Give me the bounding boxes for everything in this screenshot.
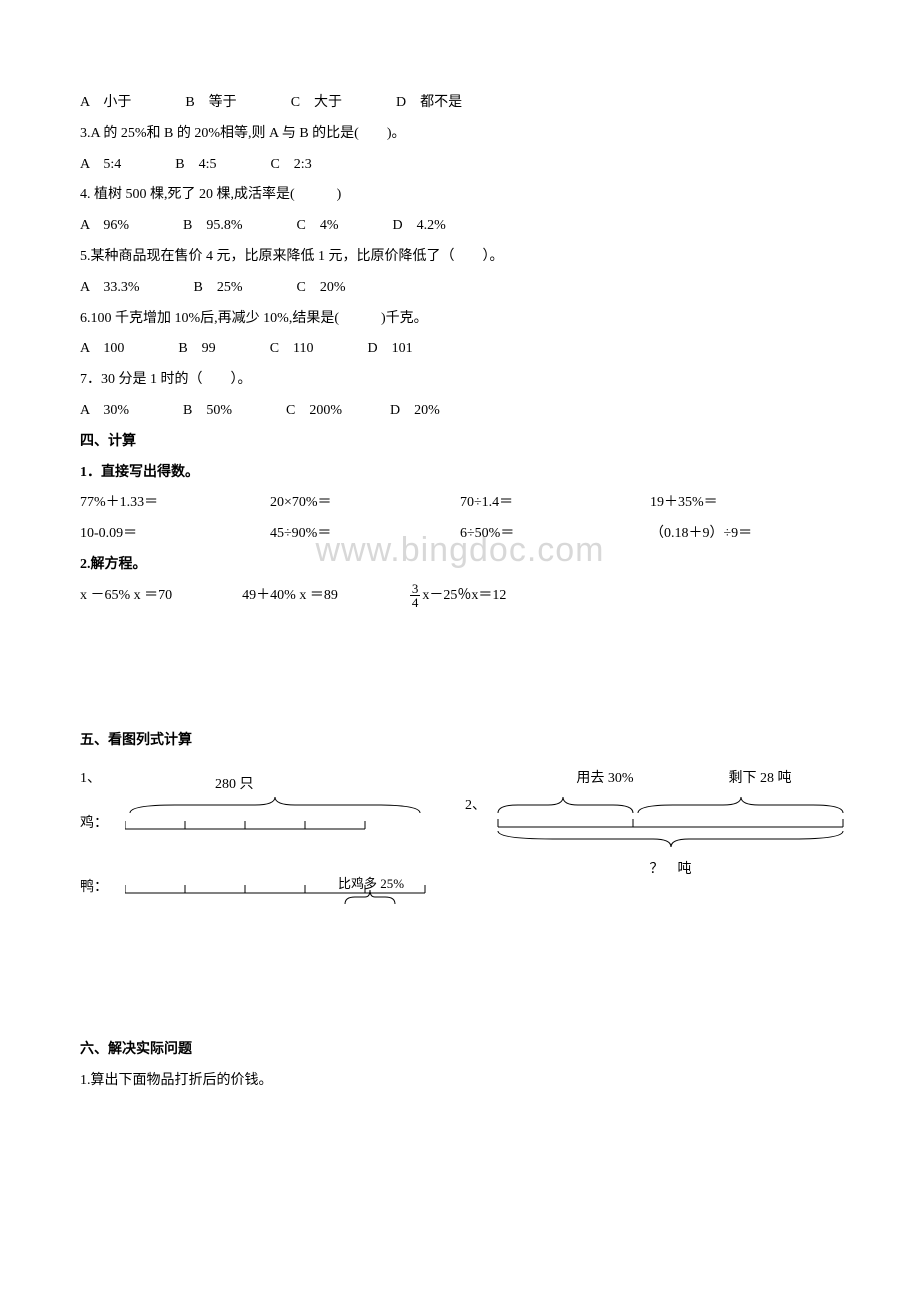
option: C 2:3 — [270, 150, 311, 181]
section-4-title: 四、计算 — [80, 427, 840, 458]
eq-item: 3 4 x－25％x＝12 — [408, 581, 507, 612]
calc-item: 77%＋1.33＝ — [80, 488, 270, 519]
diag1-chicken-label: 鸡： — [80, 817, 125, 831]
option: B 99 — [178, 334, 215, 365]
calc-item: 45÷90%＝ — [270, 519, 460, 550]
q3-text: 3.A 的 25%和 B 的 20%相等,则 A 与 B 的比是( )。 — [80, 119, 840, 150]
section-6-title: 六、解决实际问题 — [80, 1035, 840, 1066]
q3-options: A 5:4 B 4:5 C 2:3 — [80, 150, 840, 181]
option: C 4% — [297, 211, 339, 242]
diag1-label-280: 280 只 — [215, 770, 254, 801]
option: A 30% — [80, 396, 129, 427]
calc-item: 19＋35%＝ — [650, 488, 840, 519]
q7-text: 7．30 分是 1 时的（ ）。 — [80, 365, 840, 396]
calc-row-1: 77%＋1.33＝ 20×70%＝ 70÷1.4＝ 19＋35%＝ — [80, 488, 840, 519]
diag2-question: ？ 吨 — [493, 855, 848, 886]
option: C 20% — [297, 273, 346, 304]
q7-options: A 30% B 50% C 200% D 20% — [80, 396, 840, 427]
q2-options: A 小于 B 等于 C 大于 D 都不是 — [80, 88, 840, 119]
diagram-1: 1、 280 只 鸡： 比鸡多 25% 鸭： — [80, 764, 435, 895]
equations: x －65% x ＝70 49＋40% x ＝89 3 4 x－25％x＝12 — [80, 581, 840, 612]
option: B 25% — [194, 273, 243, 304]
q6-options: A 100 B 99 C 110 D 101 — [80, 334, 840, 365]
brace-small-icon — [340, 888, 410, 908]
section-6-q1: 1.算出下面物品打折后的价钱。 — [80, 1066, 840, 1097]
calc-item: 20×70%＝ — [270, 488, 460, 519]
section-4-sub1: 1．直接写出得数。 — [80, 458, 840, 489]
diag2-num: 2、 — [465, 799, 493, 813]
option: C 大于 — [291, 88, 342, 119]
option: D 4.2% — [393, 211, 446, 242]
brace-under-icon — [493, 827, 848, 849]
calc-row-2: 10-0.09＝ 45÷90%＝ 6÷50%＝ （0.18＋9）÷9＝ — [80, 519, 840, 550]
option: D 都不是 — [396, 88, 462, 119]
option: C 200% — [286, 396, 342, 427]
diag2-label-used: 用去 30% — [535, 764, 675, 795]
q5-options: A 33.3% B 25% C 20% — [80, 273, 840, 304]
option: B 4:5 — [175, 150, 216, 181]
option: A 小于 — [80, 88, 131, 119]
diagram-2: x 用去 30% 剩下 28 吨 2、 ？ 吨 — [465, 764, 845, 886]
fraction-num: 3 — [410, 582, 421, 595]
eq-item: 49＋40% x ＝89 — [242, 581, 338, 612]
option: B 等于 — [185, 88, 236, 119]
fraction-den: 4 — [410, 595, 421, 609]
section-4-sub2: 2.解方程。 — [80, 550, 840, 581]
option: A 100 — [80, 334, 124, 365]
calc-item: 70÷1.4＝ — [460, 488, 650, 519]
brace-icon — [125, 795, 435, 817]
diag1-duck-label: 鸭： — [80, 881, 125, 895]
brace-double-icon — [493, 795, 845, 817]
option: A 5:4 — [80, 150, 121, 181]
section-5-title: 五、看图列式计算 — [80, 726, 840, 757]
option: D 20% — [390, 396, 440, 427]
diag1-num: 1、 — [80, 764, 435, 795]
option: C 110 — [270, 334, 314, 365]
segment-line-icon — [125, 815, 375, 831]
q4-options: A 96% B 95.8% C 4% D 4.2% — [80, 211, 840, 242]
q4-text: 4. 植树 500 棵,死了 20 棵,成活率是( ) — [80, 180, 840, 211]
fraction: 3 4 — [410, 582, 421, 609]
q6-text: 6.100 千克增加 10%后,再减少 10%,结果是( )千克。 — [80, 304, 840, 335]
option: D 101 — [368, 334, 413, 365]
option: B 50% — [183, 396, 232, 427]
q5-text: 5.某种商品现在售价 4 元，比原来降低 1 元，比原价降低了（ ）。 — [80, 242, 840, 273]
calc-item: （0.18＋9）÷9＝ — [650, 519, 840, 550]
calc-item: 10-0.09＝ — [80, 519, 270, 550]
option: B 95.8% — [183, 211, 243, 242]
diag2-label-left: 剩下 28 吨 — [675, 764, 845, 795]
option: A 96% — [80, 211, 129, 242]
calc-item: 6÷50%＝ — [460, 519, 650, 550]
option: A 33.3% — [80, 273, 140, 304]
eq-item: x －65% x ＝70 — [80, 581, 172, 612]
